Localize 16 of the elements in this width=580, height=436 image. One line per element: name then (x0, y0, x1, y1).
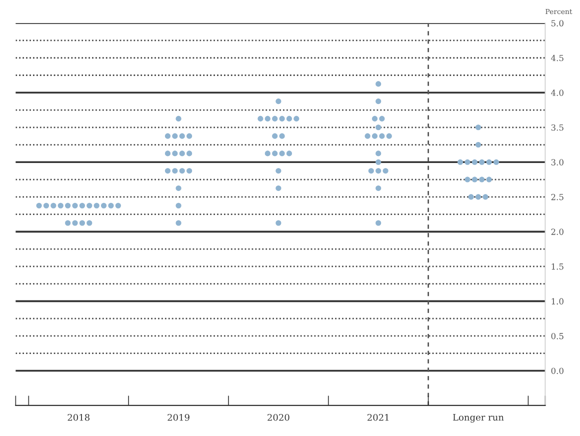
y-tick-label: 4.0 (551, 90, 564, 96)
y-tick-label: 4.5 (551, 54, 564, 62)
x-tick-label: Longer run (453, 414, 504, 423)
y-tick-label: 2.0 (551, 228, 564, 235)
y-tick-label: 1.0 (552, 298, 564, 304)
y-tick-label: 0.5 (551, 332, 564, 340)
y-tick-label: 3.0 (551, 159, 564, 166)
y-tick-label: 5.0 (551, 20, 564, 26)
y-tick-label: 3.5 (551, 124, 564, 131)
y-tick-label: 2.5 (551, 194, 564, 200)
x-tick-label: 2019 (168, 414, 190, 421)
x-tick-label: 2020 (268, 414, 290, 421)
y-tick-label: 1.5 (552, 263, 564, 270)
y-tick-label: 0.0 (551, 368, 564, 374)
x-tick-label: 2021 (367, 414, 389, 421)
x-tick-label: 2018 (68, 414, 90, 421)
